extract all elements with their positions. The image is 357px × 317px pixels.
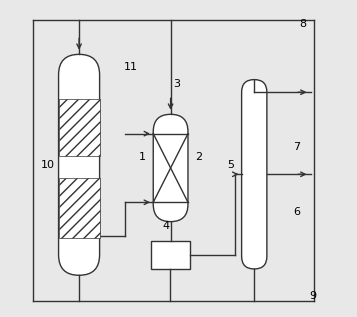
Bar bbox=[151, 241, 190, 269]
Text: 11: 11 bbox=[124, 62, 138, 72]
FancyBboxPatch shape bbox=[242, 80, 267, 269]
Text: 4: 4 bbox=[162, 221, 170, 231]
Text: 8: 8 bbox=[300, 19, 307, 29]
Text: 1: 1 bbox=[139, 152, 146, 162]
Text: 7: 7 bbox=[293, 142, 301, 152]
Text: 5: 5 bbox=[227, 160, 234, 170]
Text: 2: 2 bbox=[195, 152, 202, 162]
Text: 10: 10 bbox=[41, 160, 55, 170]
Bar bbox=[59, 178, 100, 238]
Text: 3: 3 bbox=[174, 79, 180, 89]
FancyBboxPatch shape bbox=[153, 114, 188, 222]
FancyBboxPatch shape bbox=[59, 54, 100, 275]
Bar bbox=[59, 99, 100, 156]
Text: 9: 9 bbox=[309, 291, 316, 301]
Text: 6: 6 bbox=[293, 207, 300, 217]
